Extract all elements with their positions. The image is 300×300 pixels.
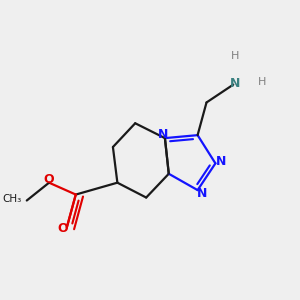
Text: H: H	[230, 51, 239, 62]
Text: N: N	[158, 128, 169, 141]
Text: N: N	[216, 155, 226, 168]
Text: O: O	[57, 222, 68, 235]
Text: N: N	[230, 77, 240, 90]
Text: CH₃: CH₃	[2, 194, 21, 204]
Text: H: H	[258, 77, 267, 87]
Text: N: N	[197, 187, 207, 200]
Text: O: O	[44, 173, 54, 186]
